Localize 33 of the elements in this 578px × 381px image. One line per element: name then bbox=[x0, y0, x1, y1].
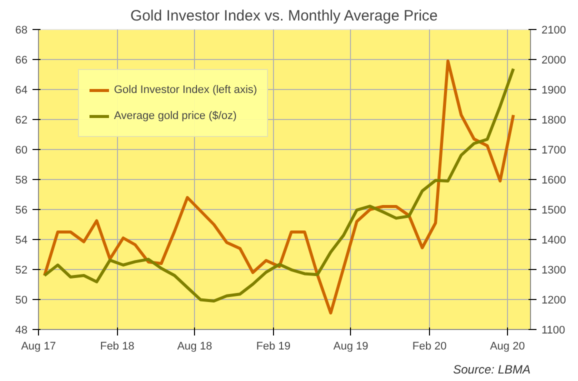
y2-tick-label: 1900 bbox=[542, 84, 566, 96]
y2-tick-label: 1800 bbox=[542, 114, 566, 126]
y2-tick-label: 1400 bbox=[542, 234, 566, 246]
legend-label: Gold Investor Index (left axis) bbox=[114, 84, 258, 96]
y-tick-label: 60 bbox=[15, 144, 28, 156]
y-tick-label: 64 bbox=[15, 84, 28, 96]
y2-tick-label: 2100 bbox=[542, 24, 566, 36]
y-tick-label: 62 bbox=[15, 114, 28, 126]
y-tick-label: 48 bbox=[15, 324, 28, 336]
x-tick-label: Feb 18 bbox=[100, 340, 134, 352]
x-tick-label: Feb 20 bbox=[412, 340, 447, 352]
y-tick-label: 56 bbox=[15, 204, 28, 216]
legend-label: Average gold price ($/oz) bbox=[114, 110, 237, 122]
source-note: Source: LBMA bbox=[453, 362, 531, 376]
y2-tick-label: 1700 bbox=[542, 144, 566, 156]
y-tick-label: 68 bbox=[15, 24, 28, 36]
x-tick-label: Feb 19 bbox=[256, 340, 291, 352]
x-tick-label: Aug 17 bbox=[21, 340, 56, 352]
y2-tick-label: 1600 bbox=[542, 174, 566, 186]
y2-tick-label: 1200 bbox=[542, 294, 566, 306]
y2-tick-label: 1300 bbox=[542, 264, 566, 276]
y2-tick-label: 1100 bbox=[542, 324, 566, 336]
y-tick-label: 50 bbox=[15, 294, 28, 306]
y-tick-label: 54 bbox=[15, 234, 28, 246]
y-tick-label: 66 bbox=[15, 54, 28, 66]
x-tick-label: Aug 18 bbox=[177, 340, 212, 352]
y-tick-label: 58 bbox=[15, 174, 28, 186]
x-tick-label: Aug 19 bbox=[333, 340, 368, 352]
y2-tick-label: 2000 bbox=[542, 54, 566, 66]
y2-tick-label: 1500 bbox=[542, 204, 566, 216]
chart-title: Gold Investor Index vs. Monthly Average Price bbox=[130, 8, 438, 24]
x-tick-label: Aug 20 bbox=[490, 340, 525, 352]
y-tick-label: 52 bbox=[15, 264, 28, 276]
